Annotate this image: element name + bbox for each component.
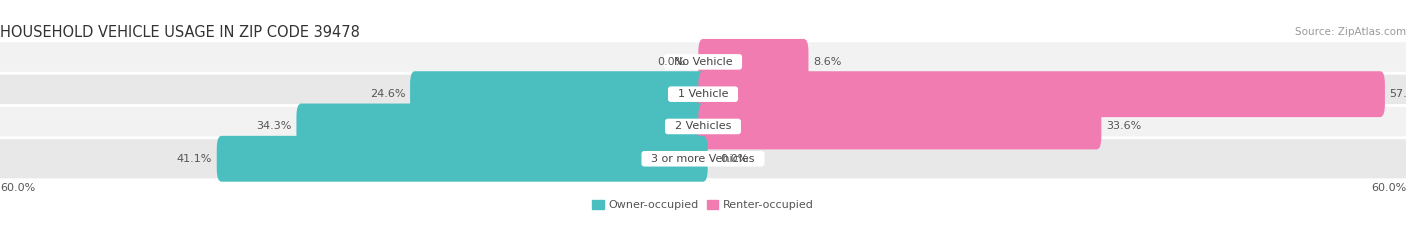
Text: 34.3%: 34.3% — [256, 121, 292, 131]
FancyBboxPatch shape — [411, 71, 707, 117]
FancyBboxPatch shape — [0, 73, 1406, 115]
Text: 24.6%: 24.6% — [370, 89, 405, 99]
Text: 0.0%: 0.0% — [721, 154, 749, 164]
Text: 2 Vehicles: 2 Vehicles — [668, 121, 738, 131]
Text: No Vehicle: No Vehicle — [666, 57, 740, 67]
Text: 60.0%: 60.0% — [0, 183, 35, 193]
FancyBboxPatch shape — [0, 138, 1406, 180]
FancyBboxPatch shape — [699, 39, 808, 85]
Text: 0.0%: 0.0% — [657, 57, 686, 67]
FancyBboxPatch shape — [297, 103, 707, 149]
FancyBboxPatch shape — [699, 103, 1101, 149]
Text: 60.0%: 60.0% — [1371, 183, 1406, 193]
FancyBboxPatch shape — [217, 136, 707, 182]
FancyBboxPatch shape — [699, 71, 1385, 117]
Text: HOUSEHOLD VEHICLE USAGE IN ZIP CODE 39478: HOUSEHOLD VEHICLE USAGE IN ZIP CODE 3947… — [0, 25, 360, 40]
Text: 3 or more Vehicles: 3 or more Vehicles — [644, 154, 762, 164]
Text: Source: ZipAtlas.com: Source: ZipAtlas.com — [1295, 27, 1406, 37]
FancyBboxPatch shape — [0, 106, 1406, 147]
Text: 1 Vehicle: 1 Vehicle — [671, 89, 735, 99]
Text: 41.1%: 41.1% — [177, 154, 212, 164]
Text: 57.8%: 57.8% — [1389, 89, 1406, 99]
Text: 8.6%: 8.6% — [813, 57, 842, 67]
FancyBboxPatch shape — [0, 41, 1406, 83]
Legend: Owner-occupied, Renter-occupied: Owner-occupied, Renter-occupied — [588, 196, 818, 215]
Text: 33.6%: 33.6% — [1107, 121, 1142, 131]
